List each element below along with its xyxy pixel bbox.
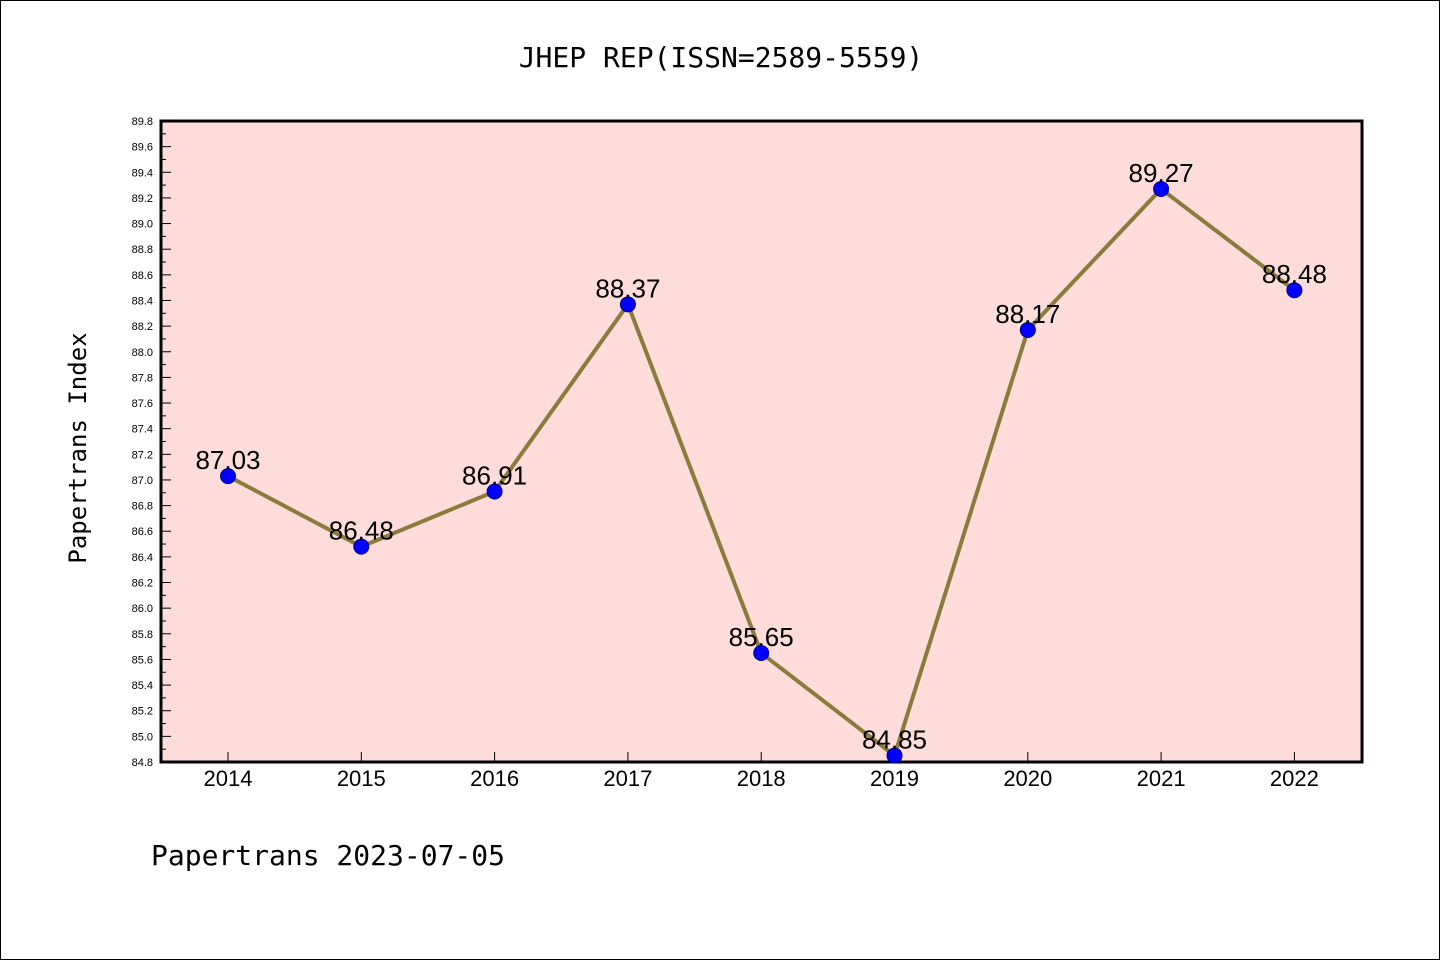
y-tick-label: 87.8 [132, 372, 153, 384]
y-tick-label: 86.6 [132, 526, 153, 538]
data-label: 88.37 [595, 273, 660, 303]
y-tick-label: 88.4 [132, 295, 153, 307]
x-tick-label: 2016 [470, 766, 519, 791]
x-tick-label: 2017 [603, 766, 652, 791]
chart-title: JHEP REP(ISSN=2589-5559) [519, 41, 924, 74]
y-tick-label: 85.4 [132, 680, 153, 692]
data-label: 84.85 [862, 725, 927, 755]
data-point [886, 747, 903, 764]
y-tick-label: 86.4 [132, 552, 153, 564]
plot-area [159, 119, 1364, 764]
data-label: 89.27 [1129, 158, 1194, 188]
y-tick-label: 85.2 [132, 706, 153, 718]
y-tick-label: 89.0 [132, 219, 153, 231]
x-tick-label: 2021 [1137, 766, 1186, 791]
y-tick-label: 88.6 [132, 270, 153, 282]
y-tick-label: 88.2 [132, 321, 153, 333]
data-point [619, 296, 636, 313]
x-tick-label: 2020 [1003, 766, 1052, 791]
data-label: 88.17 [995, 299, 1060, 329]
data-label: 86.91 [462, 460, 527, 490]
x-tick-label: 2015 [337, 766, 386, 791]
data-label: 88.48 [1262, 259, 1327, 289]
y-tick-label: 85.0 [132, 731, 153, 743]
y-tick-label: 89.6 [132, 142, 153, 154]
data-label: 85.65 [729, 622, 794, 652]
y-axis: 84.8 85.0 85.2 85.4 85.6 85.8 86.0 86.2 86.4 86.6… [132, 116, 171, 769]
data-labels: 87.03 86.48 86.91 88.37 85.65 84.85 88.17 89.27… [195, 158, 1326, 755]
y-tick-label: 84.8 [132, 757, 153, 769]
x-tick-label: 2022 [1270, 766, 1319, 791]
y-tick-label: 88.8 [132, 244, 153, 256]
x-axis: 2014 2015 2016 2017 2018 2019 2020 2021 2022 [204, 752, 1319, 791]
y-tick-label: 88.0 [132, 347, 153, 359]
y-tick-label: 87.4 [132, 424, 153, 436]
y-tick-label: 86.8 [132, 501, 153, 513]
y-tick-label: 87.0 [132, 475, 153, 487]
y-tick-label: 86.2 [132, 578, 153, 590]
y-tick-label: 85.6 [132, 654, 153, 666]
data-point [220, 468, 236, 485]
data-point [753, 645, 770, 662]
x-tick-label: 2019 [870, 766, 919, 791]
data-point [1286, 282, 1303, 299]
y-tick-label: 89.8 [132, 116, 153, 128]
y-tick-label: 86.0 [132, 603, 153, 615]
y-tick-label: 89.4 [132, 167, 153, 179]
data-label: 86.48 [329, 516, 394, 546]
data-label: 87.03 [195, 445, 260, 475]
y-tick-label: 87.2 [132, 449, 153, 461]
data-point [486, 483, 503, 500]
x-tick-label: 2018 [737, 766, 786, 791]
y-axis-label: Papertrans Index [64, 332, 92, 563]
data-point [1019, 321, 1036, 338]
y-tick-label: 89.2 [132, 193, 153, 205]
x-tick-label: 2014 [204, 766, 253, 791]
series-line-group [220, 180, 1303, 764]
y-tick-label: 87.6 [132, 398, 153, 410]
y-tick-label: 85.8 [132, 629, 153, 641]
footer-text: Papertrans 2023-07-05 [151, 839, 505, 872]
data-point [1153, 180, 1170, 197]
data-point [353, 538, 370, 555]
